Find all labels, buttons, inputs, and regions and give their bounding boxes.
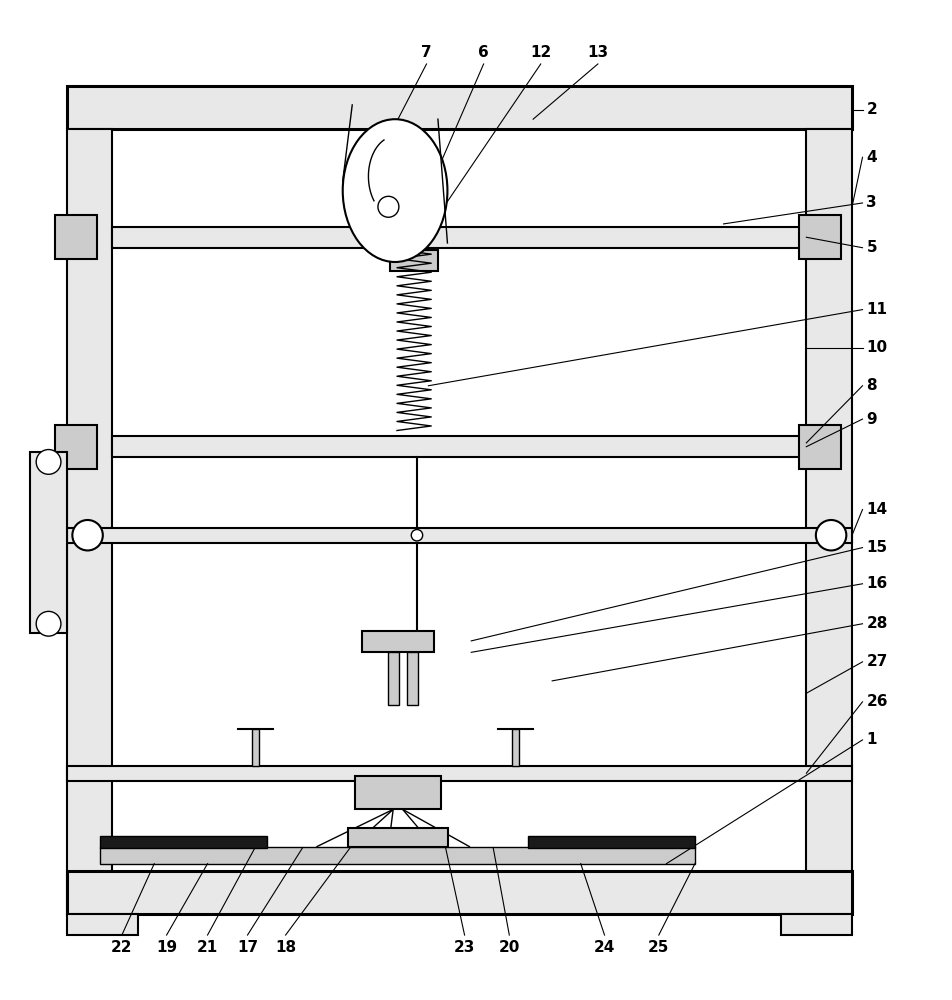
Text: 8: 8 <box>866 378 877 393</box>
Text: 3: 3 <box>866 195 877 210</box>
Bar <box>67 528 852 543</box>
Text: 26: 26 <box>866 694 888 709</box>
Text: 21: 21 <box>197 940 218 955</box>
Bar <box>806 129 852 914</box>
Bar <box>388 652 399 705</box>
Bar <box>362 631 433 652</box>
Text: 11: 11 <box>866 302 887 317</box>
Circle shape <box>378 196 399 217</box>
Bar <box>67 914 138 935</box>
Text: 14: 14 <box>866 502 887 517</box>
Bar <box>100 836 267 848</box>
Text: 24: 24 <box>594 940 615 955</box>
Bar <box>55 215 97 259</box>
Bar <box>67 766 852 781</box>
Bar <box>252 729 259 766</box>
Text: 17: 17 <box>237 940 258 955</box>
Bar <box>512 729 519 766</box>
Text: 19: 19 <box>156 940 177 955</box>
Bar <box>348 828 447 847</box>
Bar <box>799 425 841 469</box>
Text: 2: 2 <box>866 102 877 117</box>
Bar <box>407 652 418 705</box>
Text: 22: 22 <box>111 940 132 955</box>
Text: 25: 25 <box>648 940 669 955</box>
Text: 16: 16 <box>866 576 887 591</box>
Bar <box>67 129 112 914</box>
Text: 10: 10 <box>866 340 887 355</box>
Text: 28: 28 <box>866 616 887 631</box>
Bar <box>67 86 852 129</box>
Circle shape <box>36 611 61 636</box>
Text: 20: 20 <box>499 940 520 955</box>
Text: 12: 12 <box>530 45 551 60</box>
Bar <box>30 452 67 633</box>
Circle shape <box>411 530 423 541</box>
Bar <box>799 215 841 259</box>
Text: 23: 23 <box>454 940 475 955</box>
Bar <box>528 836 695 848</box>
Bar <box>67 871 852 914</box>
Text: 15: 15 <box>866 540 887 555</box>
Text: 27: 27 <box>866 654 887 669</box>
Text: 6: 6 <box>478 45 489 60</box>
Circle shape <box>36 450 61 474</box>
Bar <box>390 250 438 271</box>
Circle shape <box>72 520 103 550</box>
Bar <box>100 847 695 864</box>
Text: 7: 7 <box>421 45 432 60</box>
Circle shape <box>816 520 846 550</box>
Text: 13: 13 <box>587 45 608 60</box>
Bar <box>781 914 852 935</box>
Text: 1: 1 <box>866 732 877 747</box>
Text: 5: 5 <box>866 240 877 255</box>
Text: 18: 18 <box>275 940 296 955</box>
Bar <box>55 425 97 469</box>
Text: 4: 4 <box>866 150 877 165</box>
Ellipse shape <box>343 119 447 262</box>
Bar <box>355 776 441 809</box>
Text: 9: 9 <box>866 412 877 427</box>
Bar <box>112 227 806 248</box>
Bar <box>112 436 806 457</box>
